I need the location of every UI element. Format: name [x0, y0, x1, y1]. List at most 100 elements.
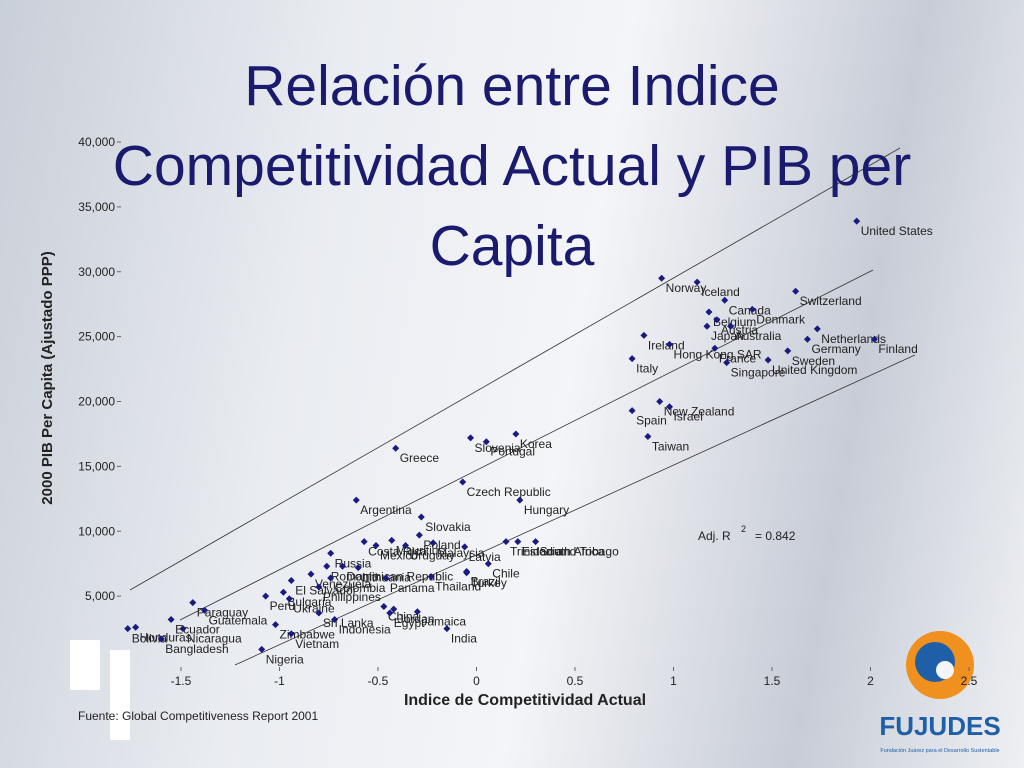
point [167, 615, 175, 623]
point-label: Switzerland [800, 294, 862, 308]
point [482, 438, 490, 446]
point-label: Slovakia [425, 520, 471, 534]
point-label: Finland [878, 342, 917, 356]
point [327, 574, 335, 582]
point-label: Bolivia [132, 632, 168, 646]
y-tick-label: 25,000 [78, 330, 115, 344]
point-label: Germany [811, 342, 860, 356]
point [467, 434, 475, 442]
point [272, 621, 280, 629]
point [711, 344, 719, 352]
point [287, 630, 295, 638]
x-axis-label: Indice de Competitividad Actual [404, 692, 646, 709]
point [666, 340, 674, 348]
point [354, 564, 362, 572]
point-label: Hungary [524, 503, 569, 517]
x-tick-label: -1 [274, 674, 285, 688]
point-label: India [451, 632, 477, 646]
point-label: Korea [520, 437, 552, 451]
point [514, 538, 522, 546]
point-label: Iceland [701, 285, 740, 299]
point-label: Zimbabwe [280, 628, 336, 642]
point-label: Colombia [335, 581, 386, 595]
point-label: New Zealand [664, 405, 735, 419]
point-label: Greece [400, 451, 440, 465]
point [853, 217, 861, 225]
point [803, 335, 811, 343]
point-label: Brazil [471, 574, 501, 588]
point-label: Guatemala [209, 613, 268, 627]
point [713, 316, 721, 324]
point [157, 635, 165, 643]
point-label: Sweden [792, 354, 835, 368]
point [258, 645, 266, 653]
point [516, 496, 524, 504]
x-tick-label: 2.5 [961, 674, 978, 688]
y-axis-label: 2000 PIB Per Capita (Ajustado PPP) [39, 251, 56, 504]
point-label: Peru [270, 599, 295, 613]
point [628, 407, 636, 415]
point [386, 609, 394, 617]
point-label: Venezuela [315, 577, 371, 591]
point-label: Turkey [471, 576, 507, 590]
point-label: Denmark [756, 312, 806, 326]
point-label: Costa Rica [368, 545, 427, 559]
x-tick-label: 2 [867, 674, 874, 688]
y-tick-label: 30,000 [78, 265, 115, 279]
point-label: Ukraine [293, 602, 335, 616]
point [813, 325, 821, 333]
point-label: Vietnam [295, 637, 339, 651]
point [360, 538, 368, 546]
point [703, 322, 711, 330]
y-tick-label: 15,000 [78, 459, 115, 473]
point-label: Hong Kong SAR [674, 347, 762, 361]
x-tick-label: 0 [473, 674, 480, 688]
point-label: Latvia [469, 550, 501, 564]
point-label: Indonesia [339, 622, 391, 636]
point-label: Nicaragua [187, 632, 242, 646]
point-label: Belgium [713, 315, 756, 329]
source: Fuente: Global Competitiveness Report 20… [78, 709, 318, 723]
x-tick-label: -1.5 [171, 674, 192, 688]
point-label: Mexico [380, 549, 418, 563]
point [339, 562, 347, 570]
point-label: Egypt [394, 616, 425, 630]
point-label: Japan [711, 329, 744, 343]
point-label: United States [861, 224, 933, 238]
point-label: Italy [636, 362, 658, 376]
point [792, 287, 800, 295]
point-label: Dominican Republic [347, 569, 454, 583]
y-tick-label: 35,000 [78, 200, 115, 214]
point [628, 355, 636, 363]
point [512, 430, 520, 438]
point-label: Argentina [360, 503, 412, 517]
y-tick-label: 40,000 [78, 135, 115, 149]
point-label: Bulgaria [287, 595, 331, 609]
point-label: Malaysia [437, 546, 485, 560]
point-label: Trinidad and Tobago [510, 545, 619, 559]
point [352, 496, 360, 504]
point-label: Israel [674, 410, 703, 424]
point [315, 583, 323, 591]
point [727, 322, 735, 330]
title: Relación entre Indice Competitividad Act… [112, 54, 912, 278]
point [656, 398, 664, 405]
point [390, 605, 398, 613]
band-lower [234, 354, 916, 666]
point [784, 347, 792, 355]
point-label: Paraguay [197, 606, 248, 620]
point-label: Norway [666, 281, 707, 295]
x-tick-label: 1.5 [764, 674, 781, 688]
point [658, 274, 666, 282]
point-label: Philippines [323, 590, 381, 604]
point-label: El Salvador [295, 584, 356, 598]
point [644, 433, 652, 441]
point-label: Ecuador [175, 622, 220, 636]
point [459, 478, 467, 486]
point [429, 539, 437, 547]
logo-mark [936, 661, 954, 679]
point [413, 608, 421, 616]
point [463, 569, 471, 577]
